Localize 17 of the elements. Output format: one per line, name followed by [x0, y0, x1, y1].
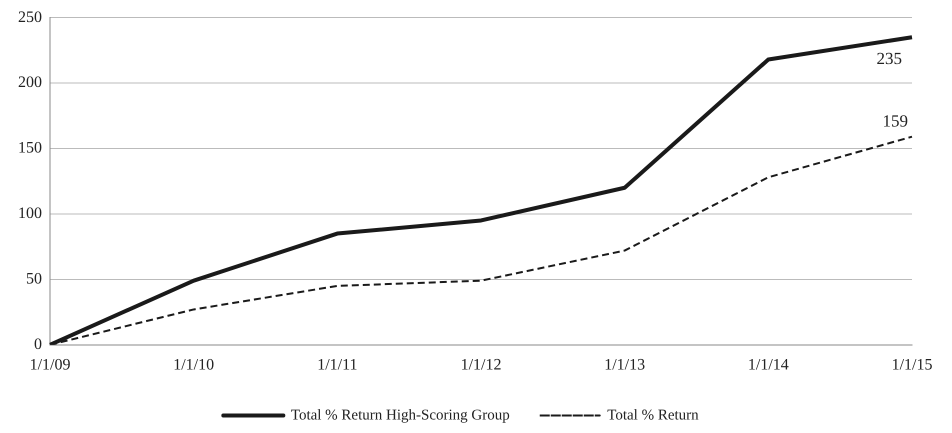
x-tick-label: 1/1/13 [604, 356, 646, 374]
y-tick-label: 100 [18, 205, 42, 222]
y-tick-label: 150 [18, 140, 42, 157]
y-tick-label: 50 [26, 270, 42, 288]
x-tick-label: 1/1/15 [892, 356, 932, 374]
x-tick-label: 1/1/11 [317, 356, 358, 374]
y-tick-label: 0 [34, 336, 42, 354]
y-tick-label: 200 [18, 74, 42, 92]
x-tick-label: 1/1/12 [460, 356, 502, 374]
legend-label: Total % Return [607, 407, 700, 424]
data-label: 159 [882, 112, 908, 131]
y-tick-label: 250 [18, 8, 42, 26]
data-label: 235 [876, 49, 902, 68]
x-tick-label: 1/1/10 [173, 356, 214, 374]
x-tick-label: 1/1/09 [30, 356, 70, 374]
legend-label: Total % Return High-Scoring Group [290, 407, 510, 424]
x-tick-label: 1/1/14 [748, 356, 789, 374]
